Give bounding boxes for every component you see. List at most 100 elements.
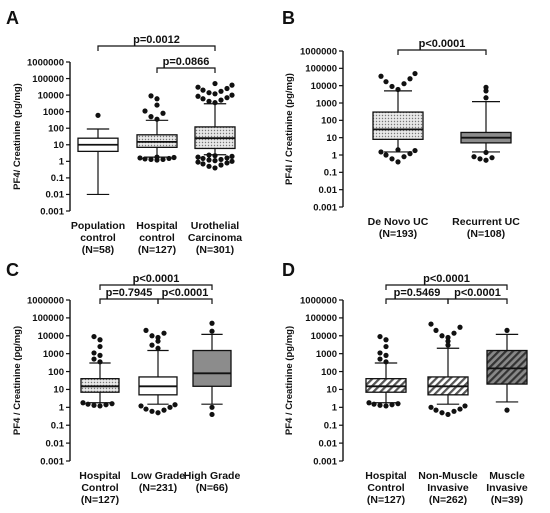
box-group-3 bbox=[486, 327, 528, 413]
outlier-point bbox=[462, 403, 468, 409]
outlier-point bbox=[206, 163, 212, 169]
outlier-point bbox=[97, 337, 103, 343]
outlier-point bbox=[218, 162, 224, 168]
category-label-line: (N=301) bbox=[196, 244, 234, 256]
comparison-bracket: p<0.0001 bbox=[385, 273, 508, 290]
outlier-point bbox=[224, 85, 230, 92]
outlier-point bbox=[206, 157, 212, 163]
y-tick-label: 0.1 bbox=[51, 421, 65, 432]
y-axis-title: PF4l / Creatinine (pg/mg) bbox=[284, 73, 295, 185]
p-value-label: p<0.0001 bbox=[419, 38, 466, 50]
outlier-point bbox=[154, 154, 160, 160]
y-tick-label: 0.001 bbox=[40, 206, 64, 217]
panel-d: D PF4 / Creatinine (pg/mg) 0.001 0.01 0.1 1 10… bbox=[282, 260, 528, 506]
category-label-line: Muscle bbox=[489, 470, 525, 482]
box bbox=[372, 111, 424, 140]
outlier-point bbox=[212, 153, 218, 159]
outlier-point bbox=[504, 327, 510, 333]
outlier-point bbox=[445, 411, 451, 418]
outlier-point bbox=[377, 333, 383, 340]
outlier-point bbox=[200, 161, 206, 167]
panel-c: C PF4 / Creatinine (pg/mg) 0.001 0.01 0.1 1 10… bbox=[6, 260, 240, 506]
y-tick-label: 10000 bbox=[38, 90, 64, 101]
outlier-point bbox=[377, 356, 383, 362]
y-tick-label: 1 bbox=[59, 157, 65, 168]
outlier-point bbox=[401, 81, 407, 87]
bracket-line bbox=[157, 298, 213, 304]
y-tick-label: 0.001 bbox=[313, 202, 337, 213]
box-group-2 bbox=[427, 321, 469, 418]
bracket-line bbox=[99, 284, 213, 290]
outlier-point bbox=[383, 359, 389, 365]
panel-label: A bbox=[6, 8, 19, 28]
category-label-line: Invasive bbox=[427, 482, 469, 494]
y-tick-label: 0.01 bbox=[46, 438, 65, 449]
category-label-line: Control bbox=[367, 482, 404, 494]
outlier-point bbox=[155, 345, 161, 351]
outlier-point bbox=[142, 156, 148, 162]
outlier-point bbox=[91, 333, 97, 340]
bracket-line bbox=[397, 49, 487, 55]
outlier-point bbox=[161, 330, 167, 336]
y-tick-label: 10 bbox=[326, 385, 337, 396]
category-label: Hospital Control (N=127) bbox=[79, 470, 121, 506]
outlier-point bbox=[383, 403, 389, 409]
outlier-point bbox=[378, 73, 384, 79]
y-tick-label: 0.01 bbox=[46, 190, 65, 201]
comparison-bracket: p=0.0012 bbox=[97, 34, 216, 51]
outlier-point bbox=[433, 407, 439, 413]
outlier-point bbox=[149, 333, 155, 339]
y-tick-label: 1000 bbox=[316, 349, 337, 360]
outlier-point bbox=[212, 80, 218, 87]
outlier-point bbox=[218, 88, 224, 94]
outlier-point bbox=[483, 84, 489, 90]
outlier-point bbox=[457, 324, 463, 330]
outlier-point bbox=[229, 153, 235, 159]
bracket-line bbox=[99, 298, 159, 304]
y-tick-label: 10000 bbox=[311, 331, 337, 342]
outlier-point bbox=[85, 401, 91, 407]
y-tick-label: 10 bbox=[53, 140, 64, 151]
outlier-point bbox=[172, 402, 178, 408]
outlier-point bbox=[407, 151, 413, 157]
p-value-label: p=0.5469 bbox=[394, 287, 441, 299]
y-tick-label: 0.1 bbox=[51, 173, 65, 184]
outlier-point bbox=[154, 116, 160, 122]
outlier-point bbox=[212, 91, 218, 97]
outlier-point bbox=[483, 157, 489, 163]
y-tick-label: 100 bbox=[48, 124, 64, 135]
outlier-point bbox=[148, 156, 154, 163]
outlier-point bbox=[195, 154, 201, 160]
outlier-point bbox=[171, 154, 177, 161]
outlier-point bbox=[451, 408, 457, 414]
outlier-point bbox=[209, 411, 215, 418]
box-group-3 bbox=[192, 320, 232, 418]
category-label-line: (N=108) bbox=[467, 228, 505, 240]
p-value-label: p<0.0001 bbox=[162, 287, 209, 299]
outlier-point bbox=[209, 320, 215, 326]
y-tick-label: 0.001 bbox=[313, 456, 337, 467]
outlier-point bbox=[407, 76, 413, 82]
outlier-point bbox=[218, 156, 224, 163]
box-group-1 bbox=[365, 333, 407, 409]
y-tick-label: 100 bbox=[321, 367, 337, 378]
y-tick-label: 1 bbox=[59, 403, 65, 414]
outlier-point bbox=[206, 98, 212, 104]
outlier-point bbox=[195, 84, 201, 90]
y-tick-label: 100000 bbox=[32, 74, 64, 85]
outlier-point bbox=[377, 402, 383, 408]
outlier-point bbox=[457, 406, 463, 412]
outlier-point bbox=[97, 343, 103, 350]
outlier-point bbox=[383, 343, 389, 350]
outlier-point bbox=[160, 110, 166, 116]
category-label-line: Urothelial bbox=[191, 220, 240, 232]
comparison-bracket: p<0.0001 bbox=[397, 38, 487, 55]
category-label: Population control (N=58) bbox=[71, 220, 125, 256]
outlier-point bbox=[167, 404, 173, 410]
outlier-point bbox=[149, 342, 155, 348]
outlier-point bbox=[149, 408, 155, 414]
outlier-point bbox=[95, 112, 101, 118]
bracket-line bbox=[385, 284, 508, 290]
p-value-label: p=0.7945 bbox=[106, 287, 153, 299]
y-tick-label: 100000 bbox=[305, 313, 337, 324]
